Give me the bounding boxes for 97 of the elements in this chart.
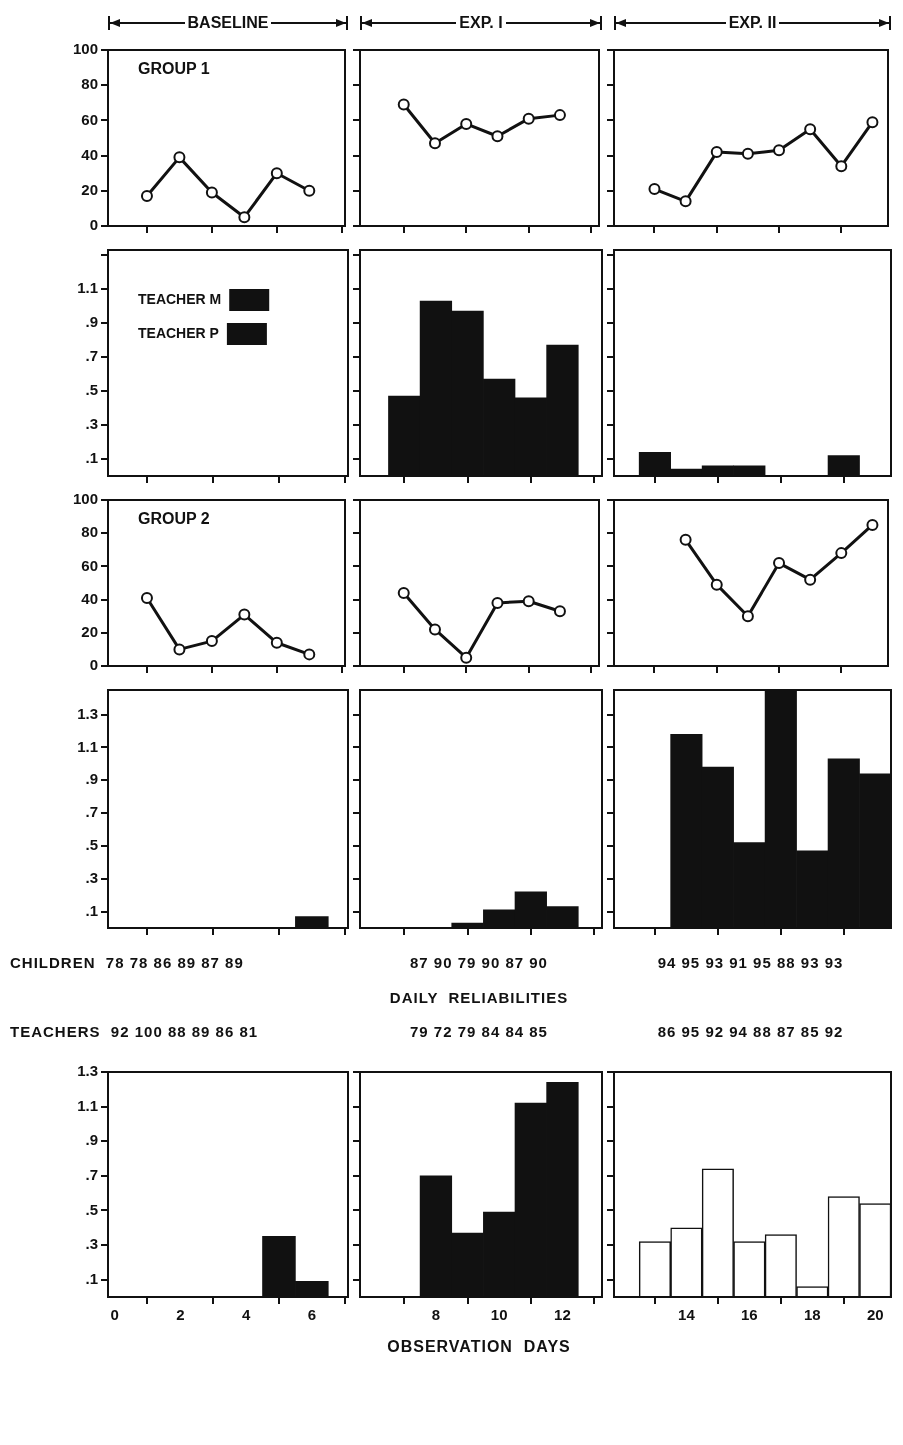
- x-tick-label: 14: [678, 1306, 696, 1324]
- y-tick-label: 1.1: [77, 737, 98, 755]
- point: [553, 109, 566, 122]
- point: [710, 146, 723, 159]
- point: [679, 195, 692, 208]
- point: [773, 144, 786, 157]
- y-tick-label: .7: [85, 803, 98, 821]
- point: [205, 186, 218, 199]
- legend-label: TEACHER M: [138, 290, 222, 307]
- x-tick-label: 10: [490, 1306, 508, 1324]
- point: [773, 557, 786, 570]
- point: [270, 167, 283, 180]
- point: [303, 648, 316, 661]
- y-tick-label: .3: [85, 1235, 98, 1253]
- point: [238, 211, 251, 224]
- y-tick-label: .3: [85, 868, 98, 886]
- point: [428, 623, 441, 636]
- y-tick-label: 20: [81, 180, 98, 198]
- y-tick-label: 20: [81, 622, 98, 640]
- y-tick-label: 80: [81, 75, 98, 93]
- y-tick-label: 1.1: [77, 1096, 98, 1114]
- point: [460, 651, 473, 664]
- chart-title: BASELINE: [186, 14, 270, 32]
- x-tick-label: 18: [803, 1306, 821, 1324]
- point: [741, 147, 754, 160]
- y-tick-label: .1: [85, 901, 98, 919]
- text: 94 95 93 91 95 88 93 93: [656, 954, 845, 971]
- point: [710, 578, 723, 591]
- text: 87 90 79 90 87 90: [409, 954, 549, 971]
- y-tick-label: 1.3: [77, 1062, 98, 1080]
- point: [553, 605, 566, 618]
- legend-label: TEACHER P: [138, 324, 219, 341]
- point: [804, 123, 817, 136]
- y-tick-label: 1.3: [77, 704, 98, 722]
- point: [140, 591, 153, 604]
- point: [835, 160, 848, 173]
- annotation: GROUP 2: [138, 510, 210, 528]
- point: [648, 183, 661, 196]
- y-tick-label: .1: [85, 1269, 98, 1287]
- point: [428, 137, 441, 150]
- y-tick-label: 0: [89, 656, 98, 674]
- y-tick-label: .1: [85, 449, 98, 467]
- x-tick-label: 6: [307, 1306, 317, 1324]
- text: TEACHERS 92 100 88 89 86 81: [9, 1023, 260, 1040]
- y-tick-label: .5: [85, 1200, 98, 1218]
- x-tick-label: 12: [554, 1306, 571, 1324]
- point: [397, 586, 410, 599]
- y-tick-label: .7: [85, 1165, 98, 1183]
- y-tick-label: .3: [85, 415, 98, 433]
- y-tick-label: .9: [85, 1131, 98, 1149]
- point: [140, 190, 153, 203]
- point: [804, 573, 817, 586]
- point: [270, 636, 283, 649]
- x-tick-label: 16: [741, 1306, 758, 1324]
- y-tick-label: 0: [89, 216, 98, 234]
- point: [173, 151, 186, 164]
- y-tick-label: 100: [72, 490, 98, 508]
- annotation: GROUP 1: [138, 60, 210, 78]
- point: [866, 518, 879, 531]
- y-tick-label: 40: [81, 589, 98, 607]
- x-tick-label: 20: [866, 1306, 884, 1324]
- text: DAILY RELIABILITIES: [388, 988, 570, 1006]
- x-tick-label: 8: [431, 1306, 441, 1324]
- y-tick-label: 60: [81, 556, 98, 574]
- y-tick-label: .5: [85, 836, 98, 854]
- point: [522, 595, 535, 608]
- y-tick-label: 80: [81, 523, 98, 541]
- y-tick-label: .5: [85, 381, 98, 399]
- chart-title: EXP. II: [727, 14, 778, 32]
- y-tick-label: 60: [81, 110, 98, 128]
- point: [679, 533, 692, 546]
- text: CHILDREN 78 78 86 89 87 89: [9, 954, 245, 971]
- text: 86 95 92 94 88 87 85 92: [656, 1023, 845, 1040]
- point: [238, 608, 251, 621]
- chart-title: EXP. I: [458, 14, 504, 32]
- point: [835, 547, 848, 560]
- x-tick-label: 0: [110, 1306, 119, 1324]
- y-tick-label: .9: [85, 313, 98, 331]
- point: [205, 635, 218, 648]
- text: 79 72 79 84 84 85: [409, 1023, 549, 1040]
- point: [522, 112, 535, 125]
- point: [303, 184, 316, 197]
- point: [491, 596, 504, 609]
- y-tick-label: 100: [72, 40, 98, 58]
- x-tick-label: 2: [176, 1306, 185, 1324]
- x-tick-label: 4: [241, 1306, 251, 1324]
- y-tick-label: 1.1: [77, 279, 98, 297]
- x-axis-title: OBSERVATION DAYS: [386, 1338, 572, 1356]
- point: [491, 130, 504, 143]
- point: [741, 610, 754, 623]
- y-tick-label: .7: [85, 347, 98, 365]
- point: [866, 116, 879, 129]
- point: [460, 117, 473, 130]
- point: [173, 643, 186, 656]
- point: [397, 98, 410, 111]
- y-tick-label: .9: [85, 770, 98, 788]
- y-tick-label: 40: [81, 145, 98, 163]
